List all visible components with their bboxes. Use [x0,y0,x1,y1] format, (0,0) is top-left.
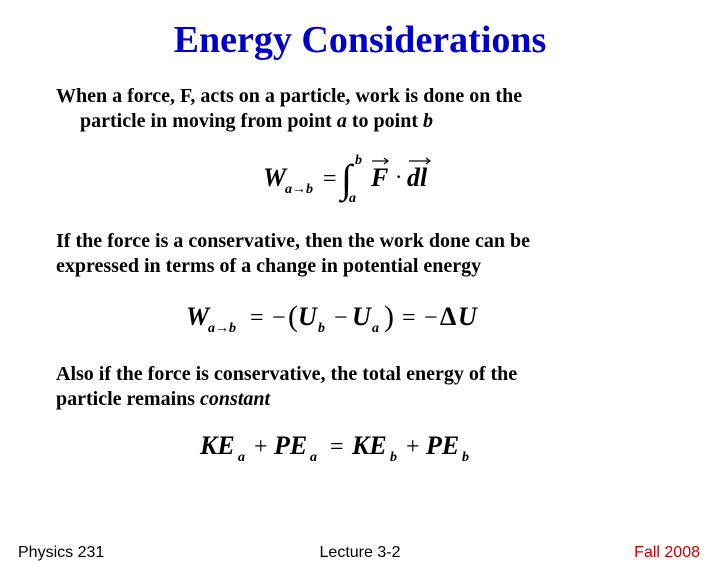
p1-line2b: to point [347,110,423,132]
eq3-PEa: PE [273,431,307,460]
eq2-m3: − [424,305,438,331]
eq3-p2: + [406,434,420,460]
equation-3: KE a + PE a = KE b + PE b [0,426,720,471]
eq1-eq: = [323,166,337,192]
eq2-Uas: a [372,321,379,336]
eq2-delta: Δ [440,302,456,331]
eq3-PEb: PE [425,431,459,460]
p3-line1: Also if the force is conservative, the t… [56,363,517,385]
slide-title: Energy Considerations [0,18,720,62]
eq3-b1: b [390,450,397,465]
footer-right: Fall 2008 [634,544,700,562]
eq2-Ubs: b [318,321,325,336]
eq2-Ua: U [352,302,372,331]
eq3-b2: b [462,450,469,465]
eq2-lp: ( [288,300,298,333]
p3-line2: particle remains [56,388,200,410]
eq1-hi: b [355,153,362,168]
footer-center: Lecture 3-2 [0,544,720,562]
p2-line2: expressed in terms of a change in potent… [56,255,481,277]
eq3-eq: = [330,434,344,460]
eq2-m2: − [334,305,348,331]
eq3-a2: a [310,450,317,465]
eq2-sub: a→b [208,321,236,336]
eq2-rp: ) [384,300,394,333]
paragraph-1: When a force, F, acts on a particle, wor… [56,84,680,134]
p3-constant: constant [200,388,270,410]
eq3-KEa: KE [199,431,235,460]
p1-point-b: b [423,110,433,132]
eq1-dl: dl [407,163,428,192]
eq2-eq: = [250,305,264,331]
eq3-p1: + [254,434,268,460]
eq1-dot: · [395,164,402,189]
equation-2: W a→b = − ( U b − U a ) = − Δ U [0,293,720,344]
p2-line1: If the force is a conservative, then the… [56,230,530,252]
eq1-sub: a→b [285,182,313,197]
paragraph-3: Also if the force is conservative, the t… [56,362,680,412]
eq2-eq2: = [402,305,416,331]
p1-line2a: particle in moving from point [80,110,337,132]
equation-1: W a→b = ∫ b a F · dl [0,148,720,211]
eq3-a1: a [238,450,245,465]
p1-point-a: a [337,110,347,132]
eq1-F: F [370,163,388,192]
eq2-minus: − [272,305,286,331]
eq2-Ub: U [298,302,318,331]
paragraph-2: If the force is a conservative, then the… [56,229,680,279]
eq2-U: U [458,302,478,331]
p1-line1: When a force, F, acts on a particle, wor… [56,85,522,107]
eq3-KEb: KE [351,431,387,460]
eq1-lo: a [349,191,356,206]
